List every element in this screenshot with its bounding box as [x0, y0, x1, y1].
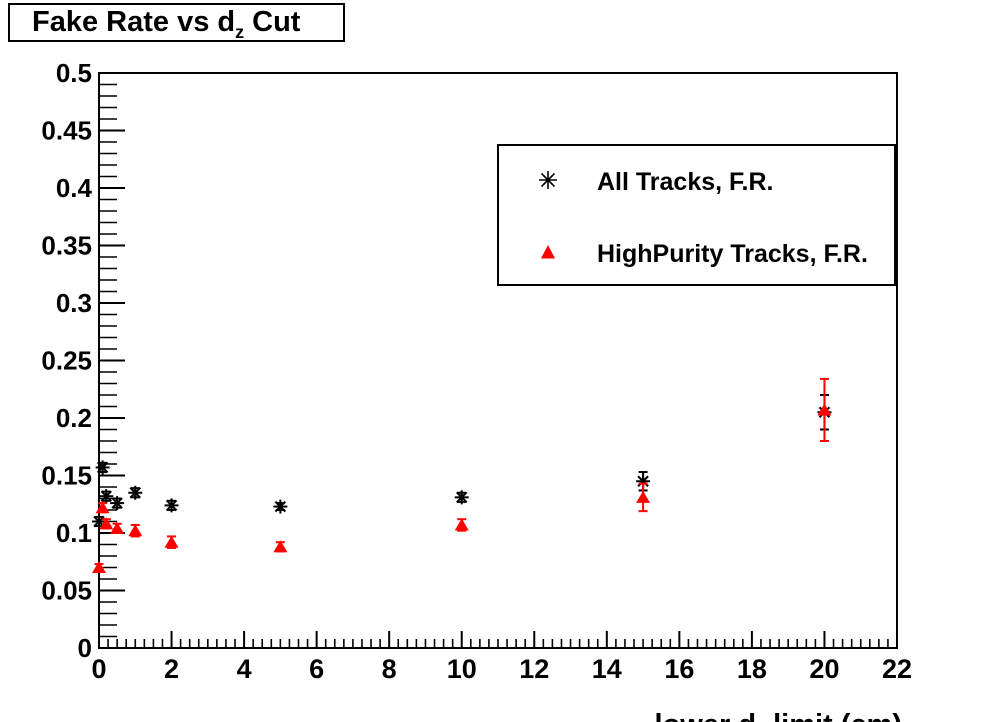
x-tick-label: 4: [237, 654, 252, 684]
y-tick-label: 0.25: [41, 346, 92, 376]
x-tick-label: 0: [91, 654, 106, 684]
y-tick-label: 0.1: [56, 518, 92, 548]
data-point-triangle: [92, 561, 106, 573]
y-tick-label: 0.2: [56, 403, 92, 433]
y-tick-label: 0.45: [41, 116, 92, 146]
data-point-triangle: [164, 535, 179, 548]
asterisk-marker-icon: [535, 167, 565, 197]
legend-entry-all-tracks: All Tracks, F.R.: [499, 164, 894, 200]
x-tick-label: 14: [592, 654, 622, 684]
legend: All Tracks, F.R. HighPurity Tracks, F.R.: [497, 144, 896, 286]
title-subscript: z: [235, 21, 245, 42]
x-axis-title: lower dz limit (cm): [622, 676, 902, 722]
data-point-triangle: [110, 521, 125, 534]
chart-title-box: Fake Rate vs dz Cut: [8, 3, 345, 42]
y-tick-label: 0.35: [41, 231, 92, 261]
data-point-triangle: [273, 540, 288, 553]
x-tick-label: 16: [664, 654, 694, 684]
x-tick-label: 2: [164, 654, 179, 684]
x-tick-label: 22: [882, 654, 912, 684]
y-tick-label: 0.4: [56, 173, 93, 203]
x-tick-label: 20: [809, 654, 839, 684]
data-point-triangle: [454, 518, 469, 531]
x-tick-label: 10: [447, 654, 477, 684]
data-point-triangle: [128, 524, 143, 537]
y-tick-label: 0: [78, 633, 92, 663]
data-point-asterisk: [637, 475, 649, 487]
y-tick-label: 0.15: [41, 461, 92, 491]
y-tick-label: 0.3: [56, 288, 92, 318]
data-point-asterisk: [274, 500, 287, 513]
legend-label-highpurity-tracks: HighPurity Tracks, F.R.: [597, 239, 868, 268]
data-point-triangle: [99, 517, 114, 530]
data-point-asterisk: [111, 497, 123, 509]
data-point-triangle: [817, 403, 832, 416]
triangle-marker-icon: [535, 239, 565, 269]
data-point-asterisk: [165, 499, 178, 512]
x-tick-label: 12: [519, 654, 549, 684]
y-tick-label: 0.5: [56, 58, 92, 88]
y-tick-label: 0.05: [41, 576, 92, 606]
data-point-asterisk: [456, 491, 468, 504]
legend-label-all-tracks: All Tracks, F.R.: [597, 167, 774, 196]
legend-entry-highpurity-tracks: HighPurity Tracks, F.R.: [499, 236, 894, 272]
data-point-asterisk: [129, 487, 141, 499]
x-tick-label: 6: [309, 654, 324, 684]
data-point-triangle: [95, 501, 110, 514]
data-point-asterisk: [96, 461, 109, 474]
x-tick-label: 18: [737, 654, 767, 684]
data-point-asterisk: [93, 515, 105, 528]
x-tick-label: 8: [382, 654, 397, 684]
data-point-triangle: [636, 490, 651, 503]
chart-title: Fake Rate vs dz Cut: [32, 6, 301, 42]
data-point-asterisk: [100, 490, 112, 502]
